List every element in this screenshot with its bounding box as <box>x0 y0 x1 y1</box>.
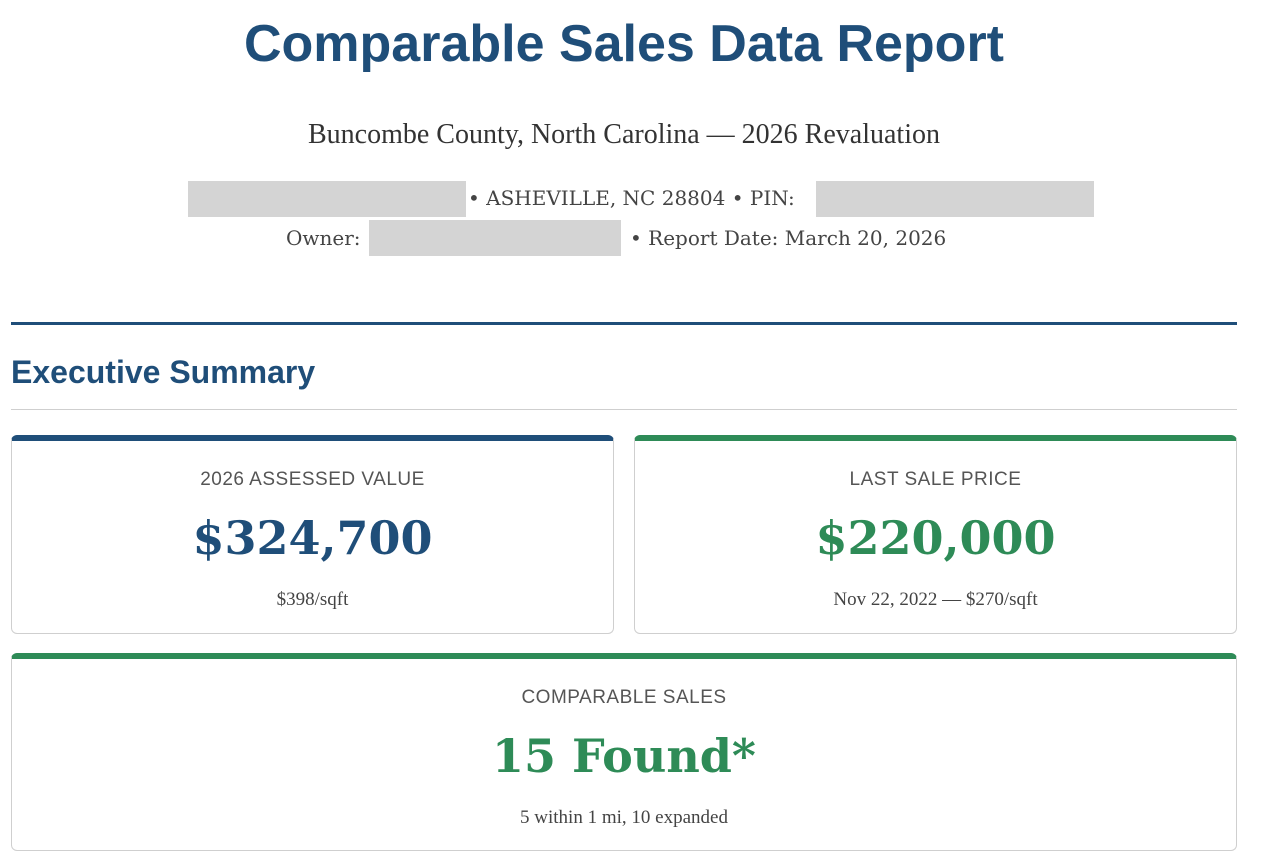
report-subtitle: Buncombe County, North Carolina — 2026 R… <box>308 119 940 150</box>
card-value: 15 Found* <box>492 729 756 783</box>
heading-rule <box>11 409 1237 410</box>
section-rule <box>11 322 1237 325</box>
card-label: LAST SALE PRICE <box>849 469 1022 490</box>
card-label: 2026 ASSESSED VALUE <box>200 469 425 490</box>
location-line: • ASHEVILLE, NC 28804 • PIN: <box>468 186 795 210</box>
report-date: • Report Date: March 20, 2026 <box>630 226 947 250</box>
redacted-owner <box>369 220 621 256</box>
card-note: Nov 22, 2022 — $270/sqft <box>833 589 1038 610</box>
summary-card: COMPARABLE SALES 15 Found* 5 within 1 mi… <box>11 653 1237 851</box>
card-note: $398/sqft <box>276 589 349 610</box>
summary-card: LAST SALE PRICE $220,000 Nov 22, 2022 — … <box>634 435 1237 634</box>
card-value: $324,700 <box>192 511 433 565</box>
card-label: COMPARABLE SALES <box>521 687 727 708</box>
owner-label: Owner: <box>286 226 361 250</box>
redacted-address <box>188 181 466 217</box>
card-note: 5 within 1 mi, 10 expanded <box>520 807 728 828</box>
card-value: $220,000 <box>815 511 1056 565</box>
report-title: Comparable Sales Data Report <box>243 15 1005 73</box>
summary-card: 2026 ASSESSED VALUE $324,700 $398/sqft <box>11 435 614 634</box>
section-heading: Executive Summary <box>11 354 316 390</box>
redacted-pin <box>816 181 1094 217</box>
